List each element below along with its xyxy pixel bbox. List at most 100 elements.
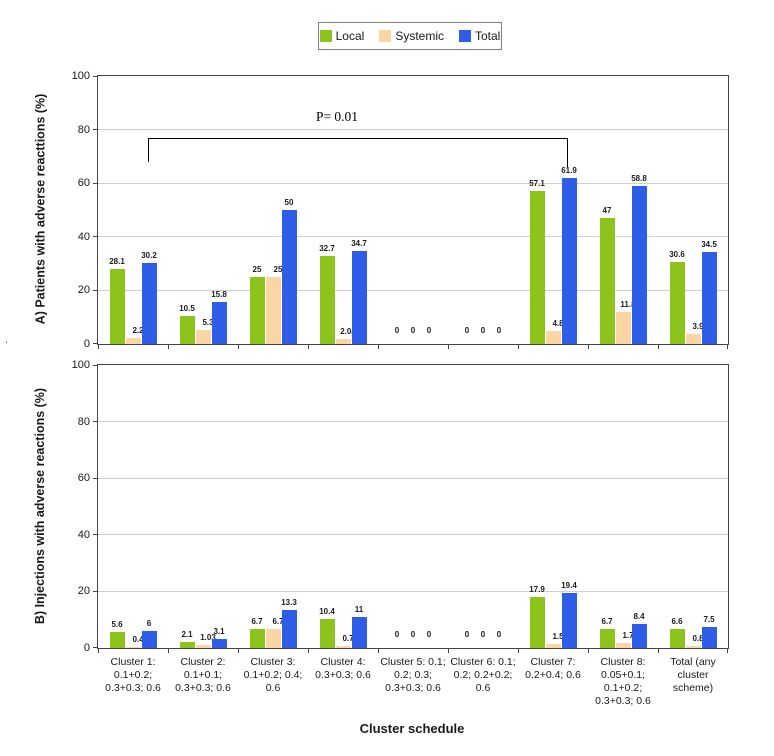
value-label: 6.6 (671, 617, 683, 627)
legend-label-local: Local (335, 29, 365, 43)
bar-systemic (125, 646, 141, 648)
bar-local (179, 642, 195, 648)
gridline (98, 182, 728, 184)
x-category-label: Cluster 1: 0.1+0.2; 0.3+0.3; 0.6 (105, 656, 161, 694)
value-label: 2.1 (181, 630, 193, 640)
y-axis-title-text-b: B) Injections with adverse reactions (%) (33, 387, 48, 624)
y-tick-mark (93, 343, 98, 344)
x-tick-mark (588, 344, 589, 349)
value-label: 30.6 (669, 249, 685, 259)
gridline (98, 236, 728, 238)
value-label: 1.7 (622, 631, 634, 641)
legend: Local Systemic Total (318, 22, 502, 50)
value-label: 11 (354, 604, 364, 614)
bar-systemic (265, 629, 281, 648)
bar-systemic (195, 645, 211, 648)
x-tick-mark (727, 648, 728, 653)
y-tick-mark (93, 590, 98, 592)
value-label: 5.3 (202, 317, 214, 327)
bar-total (631, 624, 647, 648)
y-tick-mark (93, 129, 98, 131)
bar-total (561, 593, 577, 648)
p-value-label: P= 0.01 (315, 109, 359, 124)
bar-total (561, 178, 577, 344)
y-tick-label: 80 (77, 415, 90, 428)
gridline (98, 590, 728, 592)
value-label: 0 (426, 630, 432, 639)
value-label: 34.7 (351, 239, 367, 248)
x-category-label: Cluster 2: 0.1+0.1; 0.3+0.3; 0.6 (175, 656, 231, 694)
value-label: 8.4 (633, 612, 645, 622)
gridline (98, 289, 728, 291)
gridline (98, 421, 728, 423)
value-label: 0.7 (342, 634, 354, 644)
gridline (98, 129, 728, 131)
bar-local (669, 629, 685, 648)
value-label: 0 (410, 326, 416, 335)
value-label: 6.7 (601, 617, 613, 627)
value-label: 0 (394, 326, 400, 335)
x-tick-mark (518, 648, 519, 653)
value-label: 10.4 (319, 606, 335, 616)
bar-local (599, 218, 615, 344)
bar-systemic (545, 643, 561, 648)
legend-swatch-total-icon (459, 30, 471, 42)
bar-systemic (265, 277, 281, 344)
bar-systemic (545, 331, 561, 344)
x-category-label: Cluster 5: 0.1; 0.2; 0.3; 0.3+0.3; 0.6 (380, 656, 446, 694)
x-tick-mark (378, 648, 379, 653)
y-tick-mark (93, 236, 98, 238)
legend-swatch-systemic-icon (379, 30, 392, 42)
bar-total (351, 616, 367, 648)
x-axis-title: Cluster schedule (359, 721, 465, 736)
value-label: 0 (426, 326, 432, 335)
y-tick-mark (93, 182, 98, 184)
x-tick-mark (588, 648, 589, 653)
value-label: 0 (480, 326, 486, 335)
bar-local (109, 632, 125, 648)
bar-systemic (335, 338, 351, 344)
value-label: 0 (464, 630, 470, 639)
plot-area-panel-a: P= 0.01 0 20 40 60 80 100 28.1 10.5 25 32.7 0 0 57.1… (72, 70, 729, 350)
legend-item-total: Total (459, 29, 500, 43)
bar-local (319, 618, 335, 648)
y-tick-label: 40 (77, 230, 90, 243)
y-tick-label: 60 (77, 177, 90, 190)
value-label: 17.9 (529, 585, 545, 595)
x-tick-mark (98, 344, 99, 349)
value-label: 19.4 (561, 581, 577, 591)
value-label: 57.1 (529, 178, 545, 188)
value-label: 0 (496, 630, 502, 639)
value-label: 0 (410, 630, 416, 639)
y-axis-title-panel-b: B) Injections with adverse reactions (%) (28, 364, 52, 647)
bar-systemic (125, 338, 141, 344)
significance-bracket-horizontal (148, 138, 568, 139)
x-tick-mark (658, 344, 659, 349)
bar-systemic (335, 646, 351, 648)
value-label: 0 (496, 326, 502, 335)
value-label: 3.1 (213, 627, 225, 637)
value-label: 11.8 (620, 300, 636, 310)
value-label: 2.2 (132, 326, 144, 336)
legend-item-local: Local (319, 29, 365, 43)
legend-item-systemic: Systemic (379, 29, 444, 43)
x-tick-mark (168, 648, 169, 653)
x-tick-mark (168, 344, 169, 349)
value-label: 3.9 (692, 321, 704, 331)
bar-local (599, 629, 615, 648)
bar-total (701, 626, 717, 648)
value-label: 0.4 (132, 634, 144, 644)
value-label: 7.5 (703, 614, 715, 624)
stray-dot: . (5, 334, 9, 346)
bar-local (109, 268, 125, 344)
bar-total (211, 639, 227, 648)
bar-systemic (615, 643, 631, 648)
bar-total (141, 631, 157, 648)
legend-swatch-local-icon (319, 30, 332, 42)
x-tick-mark (378, 344, 379, 349)
bar-total (351, 251, 367, 344)
x-tick-mark (238, 344, 239, 349)
y-tick-mark (93, 76, 98, 77)
x-category-label: Total (any cluster scheme) (670, 656, 716, 694)
y-tick-mark (93, 534, 98, 536)
